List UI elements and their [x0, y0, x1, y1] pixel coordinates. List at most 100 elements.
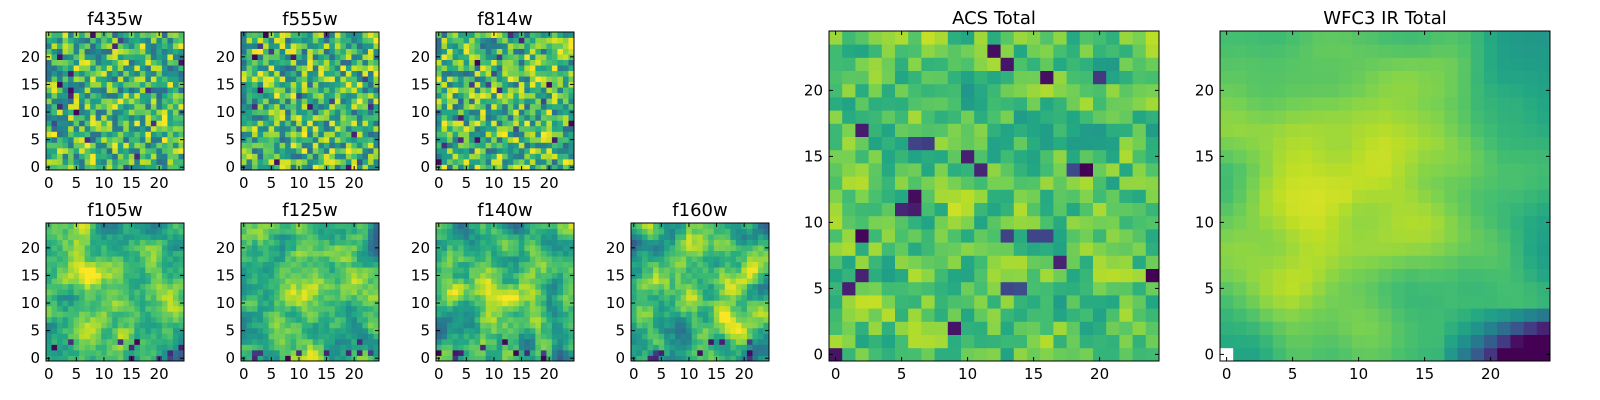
heatmap-cell: [356, 164, 363, 171]
heatmap-cell: [128, 125, 135, 132]
heatmap-cell: [257, 283, 264, 290]
heatmap-cell: [974, 255, 988, 269]
heatmap-cell: [529, 256, 536, 263]
heatmap-cell: [356, 37, 363, 44]
heatmap-cell: [57, 120, 63, 127]
heatmap-cell: [68, 109, 74, 116]
heatmap-cell: [84, 267, 91, 274]
heatmap-cell: [123, 109, 130, 116]
heatmap-cell: [123, 223, 130, 229]
heatmap-cell: [57, 54, 63, 60]
heatmap-cell: [881, 149, 896, 164]
heatmap-cell: [285, 305, 292, 312]
heatmap-cell: [134, 147, 141, 154]
heatmap-cell: [68, 245, 74, 251]
heatmap-cell: [296, 136, 303, 143]
x-tick-label: 20: [150, 174, 169, 192]
heatmap-cell: [746, 294, 753, 301]
heatmap-cell: [502, 234, 509, 240]
heatmap-cell: [974, 321, 988, 335]
heatmap-cell: [62, 294, 69, 301]
heatmap-cell: [502, 267, 509, 274]
heatmap-cell: [1093, 202, 1107, 217]
heatmap-cell: [172, 87, 179, 94]
heatmap-cell: [868, 347, 883, 362]
heatmap-cell: [551, 228, 558, 235]
heatmap-cell: [474, 76, 481, 83]
heatmap-cell: [447, 92, 453, 99]
heatmap-cell: [480, 234, 487, 240]
heatmap-cell: [351, 103, 358, 110]
heatmap-cell: [562, 327, 569, 334]
heatmap-cell: [62, 125, 69, 132]
heatmap-cell: [318, 153, 325, 160]
heatmap-cell: [441, 250, 448, 257]
heatmap-cell: [84, 245, 91, 251]
heatmap-cell: [458, 294, 464, 301]
heatmap-cell: [691, 256, 698, 263]
heatmap-cell: [757, 327, 764, 334]
heatmap-cell: [447, 355, 453, 362]
heatmap-cell: [452, 256, 459, 263]
heatmap-cell: [57, 250, 63, 257]
heatmap-cell: [296, 153, 303, 160]
heatmap-cell: [73, 87, 80, 94]
heatmap-cells-f140w: [436, 223, 575, 362]
heatmap-cell: [329, 131, 336, 138]
heatmap-cell: [535, 87, 542, 94]
y-tick-label: 15: [411, 266, 430, 284]
heatmap-cell: [480, 278, 487, 285]
heatmap-cell: [150, 311, 157, 318]
heatmap-cell: [540, 76, 547, 83]
heatmap-cell: [568, 239, 575, 246]
heatmap-cell: [274, 322, 281, 329]
heatmap-cell: [90, 43, 97, 49]
heatmap-cell: [301, 54, 308, 60]
heatmap-cell: [1132, 176, 1147, 190]
heatmap-cell: [730, 283, 737, 290]
heatmap-cell: [257, 142, 264, 149]
heatmap-cell: [1066, 347, 1081, 362]
heatmap-cell: [636, 349, 643, 356]
heatmap-cell: [46, 344, 52, 351]
heatmap-cell: [123, 228, 130, 235]
heatmap-cell: [279, 338, 286, 345]
heatmap-cell: [161, 333, 168, 340]
heatmap-cell: [491, 338, 498, 345]
heatmap-cell: [452, 234, 459, 240]
heatmap-cell: [502, 48, 509, 55]
heatmap-cell: [1119, 268, 1133, 283]
heatmap-cell: [356, 98, 363, 105]
heatmap-cell: [312, 316, 319, 323]
heatmap-cell: [480, 338, 487, 345]
heatmap-cell: [691, 294, 698, 301]
heatmap-cell: [855, 347, 869, 362]
heatmap-cell: [274, 333, 281, 340]
heatmap-cell: [757, 228, 764, 235]
heatmap-cell: [868, 215, 883, 230]
heatmap-cell: [362, 300, 369, 307]
heatmap-cell: [686, 294, 693, 301]
heatmap-cell: [57, 311, 63, 318]
heatmap-cell: [535, 300, 542, 307]
heatmap-cell: [84, 109, 91, 116]
heatmap-cell: [263, 245, 269, 251]
heatmap-cell: [373, 92, 380, 99]
heatmap-cell: [540, 147, 547, 154]
heatmap-cell: [57, 316, 63, 323]
heatmap-cell: [568, 250, 575, 257]
heatmap-cell: [961, 295, 975, 309]
heatmap-cell: [529, 294, 536, 301]
heatmap-cell: [290, 223, 297, 229]
heatmap-cell: [101, 305, 108, 312]
heatmap-cell: [46, 125, 52, 132]
heatmap-cell: [507, 305, 514, 312]
heatmap-cell: [57, 278, 63, 285]
heatmap-cell: [540, 153, 547, 160]
heatmap-cell: [279, 131, 286, 138]
heatmap-cell: [290, 272, 297, 279]
heatmap-cell: [252, 32, 258, 38]
heatmap-cell: [68, 234, 74, 240]
heatmap-cell: [529, 48, 536, 55]
